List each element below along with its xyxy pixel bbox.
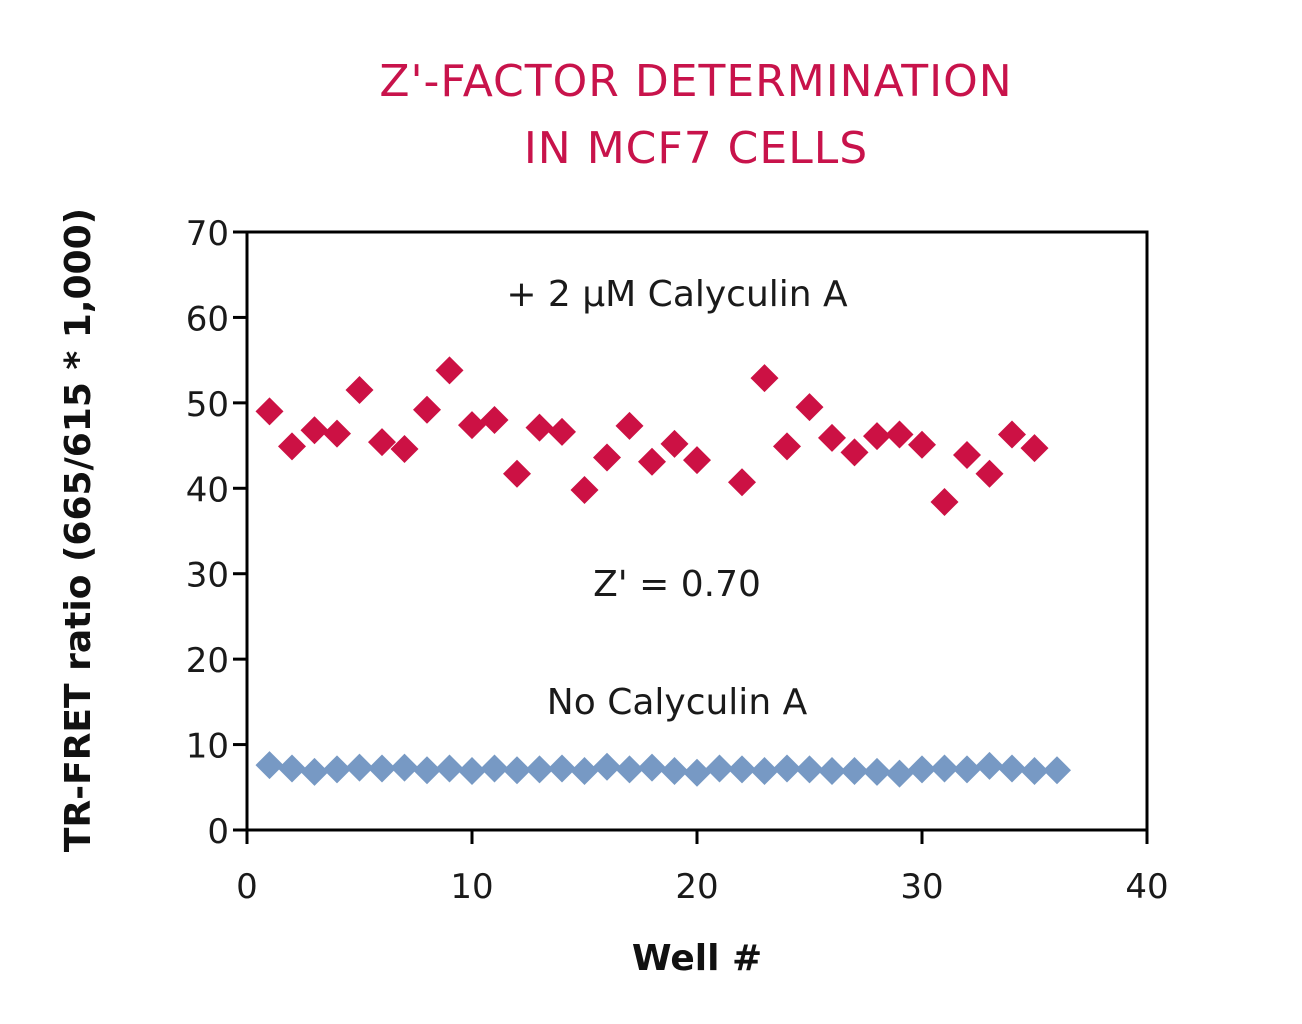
- data-point: [570, 475, 599, 504]
- x-tick-label: 30: [900, 867, 943, 907]
- y-tick-label: 20: [186, 641, 229, 681]
- y-tick-label: 10: [186, 727, 229, 767]
- x-axis: 0 10 20 30 40: [236, 830, 1169, 907]
- data-point: [1020, 757, 1049, 786]
- data-point: [908, 430, 936, 459]
- data-point: [525, 755, 554, 784]
- data-point: [683, 446, 711, 475]
- data-point: [818, 757, 846, 786]
- data-point: [300, 416, 329, 445]
- data-point: [863, 757, 891, 786]
- data-point: [458, 411, 486, 440]
- chart-title-line-2: IN MCF7 CELLS: [524, 123, 868, 174]
- data-point: [1020, 434, 1049, 463]
- data-point: [345, 376, 374, 405]
- x-axis-title: Well #: [632, 938, 762, 979]
- data-point: [795, 393, 824, 422]
- data-point: [998, 420, 1026, 449]
- data-point: [593, 752, 621, 781]
- data-point: [413, 395, 441, 424]
- data-point: [638, 447, 666, 476]
- data-point: [728, 468, 756, 497]
- data-point: [368, 428, 396, 457]
- annotation-treated: + 2 μM Calyculin A: [506, 274, 848, 315]
- data-point: [930, 754, 959, 783]
- data-point: [525, 413, 554, 442]
- y-tick-label: 70: [186, 214, 229, 254]
- data-point: [1043, 756, 1071, 785]
- x-tick-label: 40: [1125, 867, 1168, 907]
- data-point: [660, 429, 689, 458]
- data-point: [975, 459, 1004, 488]
- y-tick-label: 60: [186, 299, 229, 339]
- data-point: [683, 758, 711, 787]
- data-point: [750, 364, 779, 393]
- data-point: [638, 753, 666, 782]
- data-point: [728, 755, 756, 784]
- x-tick-label: 10: [450, 867, 493, 907]
- data-point: [908, 755, 936, 784]
- data-point: [413, 756, 441, 785]
- data-point: [570, 757, 599, 786]
- data-point: [773, 432, 801, 461]
- data-point: [390, 434, 419, 463]
- data-point: [300, 757, 329, 786]
- annotation-untreated: No Calyculin A: [547, 682, 808, 723]
- data-point: [278, 432, 306, 461]
- data-point: [593, 443, 621, 472]
- data-point: [435, 356, 464, 385]
- data-point: [548, 754, 576, 783]
- data-point: [885, 759, 914, 788]
- y-tick-label: 50: [186, 385, 229, 425]
- series-1: [255, 356, 1049, 516]
- x-tick-label: 0: [236, 867, 258, 907]
- data-point: [930, 487, 959, 516]
- y-axis: 0 10 20 30 40 50 60 70: [186, 214, 247, 852]
- series-2: [255, 751, 1071, 788]
- y-axis-title: TR-FRET ratio (665/615 * 1,000): [58, 208, 99, 852]
- data-point: [345, 753, 374, 782]
- data-point: [840, 438, 869, 467]
- data-point: [660, 757, 689, 786]
- data-point: [615, 755, 644, 784]
- data-points: [255, 356, 1071, 788]
- data-point: [773, 754, 801, 783]
- data-point: [705, 754, 734, 783]
- data-point: [503, 756, 531, 785]
- data-point: [368, 754, 396, 783]
- data-point: [278, 754, 306, 783]
- y-tick-label: 30: [186, 556, 229, 596]
- y-tick-label: 40: [186, 470, 229, 510]
- data-point: [548, 417, 576, 446]
- data-point: [795, 755, 824, 784]
- plot-frame: [245, 230, 1149, 832]
- data-point: [953, 755, 981, 784]
- data-point: [885, 420, 914, 449]
- data-point: [323, 419, 351, 448]
- data-point: [458, 757, 486, 786]
- data-point: [323, 755, 351, 784]
- chart-title-line-1: Z'-FACTOR DETERMINATION: [379, 56, 1012, 107]
- data-point: [480, 754, 509, 783]
- data-point: [818, 423, 846, 452]
- y-tick-label: 0: [207, 812, 229, 852]
- data-point: [390, 753, 419, 782]
- data-point: [503, 459, 531, 488]
- data-point: [435, 754, 464, 783]
- data-point: [750, 757, 779, 786]
- x-tick-label: 20: [675, 867, 718, 907]
- data-point: [975, 751, 1004, 780]
- data-point: [863, 422, 891, 451]
- data-point: [615, 411, 644, 440]
- data-point: [480, 405, 509, 434]
- data-point: [255, 397, 284, 426]
- data-point: [998, 754, 1026, 783]
- data-point: [840, 757, 869, 786]
- annotation-zprime: Z' = 0.70: [593, 564, 761, 605]
- data-point: [953, 440, 981, 469]
- data-point: [255, 751, 284, 780]
